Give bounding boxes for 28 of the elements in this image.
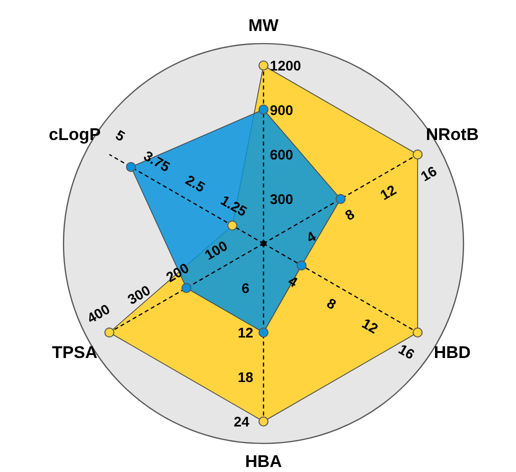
text: 5 <box>112 126 128 144</box>
spoke-label: MW <box>248 16 280 35</box>
text: 100 <box>202 237 230 263</box>
text: 1200 <box>270 58 302 74</box>
text: 2.5 <box>182 172 208 196</box>
text: 12 <box>377 181 400 204</box>
text: 4 <box>286 272 301 290</box>
text: 16 <box>418 162 440 184</box>
text: 200 <box>163 260 192 286</box>
text: 900 <box>270 102 294 118</box>
text: 400 <box>84 300 113 326</box>
text: 300 <box>124 282 154 308</box>
spoke-label: TPSA <box>52 343 98 362</box>
text: 600 <box>270 146 294 162</box>
text: 6 <box>242 280 250 296</box>
text: 3.75 <box>141 147 173 176</box>
spoke-label: HBA <box>245 452 282 471</box>
text: 24 <box>234 414 250 430</box>
text: 12 <box>238 324 254 340</box>
text: 18 <box>238 369 254 385</box>
spoke-label: HBD <box>434 343 471 362</box>
text: 300 <box>270 191 294 207</box>
text: 12 <box>359 315 382 337</box>
text: 8 <box>324 294 340 313</box>
text: 1.25 <box>218 192 250 220</box>
text: 16 <box>396 340 418 362</box>
text: 8 <box>342 206 358 224</box>
text: 4 <box>304 228 319 246</box>
